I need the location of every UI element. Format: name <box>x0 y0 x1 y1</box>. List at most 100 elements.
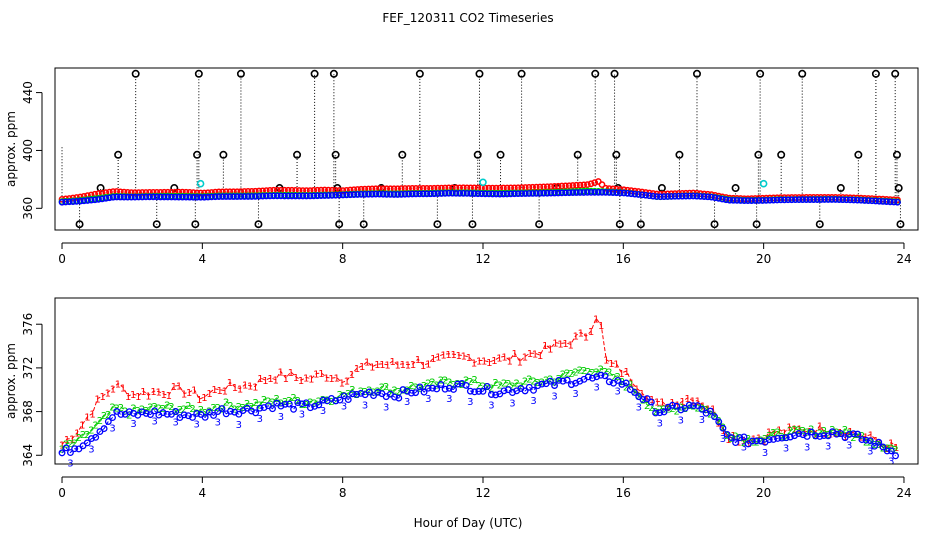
bottom-series-3-point <box>340 392 348 400</box>
top-series-3-point <box>573 189 580 196</box>
top-series-3-point <box>146 193 153 201</box>
top-series-3-point <box>781 196 788 204</box>
bottom-series-3-point <box>782 434 790 442</box>
top-series-3-point <box>160 193 168 201</box>
top-series-3-point <box>401 190 409 198</box>
bottom-series-1-point: 1 <box>272 376 278 387</box>
bottom-series-1-point: 1 <box>771 429 777 440</box>
bottom-series-2-point: 2 <box>185 401 191 412</box>
bottom-series-3-label: 3 <box>762 448 768 459</box>
bottom-series-1-point: 1 <box>79 420 85 431</box>
bottom-series-3-point <box>407 389 415 397</box>
top-series-3-point <box>219 193 226 200</box>
top-y-tick-label: 440 <box>21 81 35 104</box>
bottom-series-2-point: 2 <box>358 386 364 397</box>
bottom-series-2-point: 2 <box>682 404 688 415</box>
bottom-series-3-point <box>66 449 74 456</box>
bottom-series-3-point <box>201 413 209 421</box>
bottom-series-1-point: 1 <box>746 439 752 450</box>
bottom-series-3-point <box>770 435 777 443</box>
bottom-series-1-point: 1 <box>354 364 360 375</box>
bottom-series-2-point: 2 <box>76 433 82 444</box>
bottom-series-3-point <box>841 434 849 442</box>
bottom-series-3-point <box>290 405 298 413</box>
bottom-series-3-point <box>833 430 841 438</box>
outlier-point <box>896 220 905 229</box>
top-series-3-point <box>120 193 128 201</box>
bottom-series-3-point <box>475 387 483 395</box>
bottom-series-2-point: 2 <box>669 404 675 415</box>
bottom-series-3-point <box>681 404 689 412</box>
bottom-series-3-label: 3 <box>678 416 684 427</box>
bottom-series-3-label: 3 <box>130 419 136 430</box>
top-series-3-point <box>755 197 763 204</box>
bottom-series-1-point: 1 <box>110 384 116 395</box>
bottom-series-2-point: 2 <box>80 430 86 441</box>
bottom-series-2-point: 2 <box>181 405 187 416</box>
bottom-series-2-point: 2 <box>833 428 839 439</box>
bottom-series-1-point: 1 <box>100 392 106 403</box>
bottom-series-3-point <box>416 383 424 391</box>
outlier-point <box>591 69 600 78</box>
bottom-series-3-label: 3 <box>172 417 178 428</box>
bottom-series-3-point <box>530 386 537 394</box>
top-series-3-point <box>784 196 792 204</box>
bottom-series-3-point <box>172 408 180 415</box>
top-series-1-point <box>562 182 569 190</box>
outlier-point <box>610 69 619 78</box>
bottom-y-tick-label: 368 <box>21 400 35 423</box>
top-series-3-point <box>244 193 252 200</box>
outlier-point <box>754 150 763 159</box>
top-series-3-point <box>76 197 84 205</box>
bottom-series-1-point: 1 <box>247 382 253 393</box>
bottom-series-2-point: 2 <box>109 403 115 414</box>
bottom-series-2-point: 2 <box>488 383 494 394</box>
top-series-3-point <box>810 196 817 203</box>
outlier-point <box>475 69 484 78</box>
top-series-1-point <box>587 180 595 188</box>
top-series-3-point <box>605 189 613 196</box>
top-series-3-point <box>478 190 485 198</box>
top-series-1-point <box>584 181 591 188</box>
bottom-series-3-point <box>315 401 323 409</box>
outlier-point <box>331 150 340 159</box>
top-series-3-point <box>467 190 474 197</box>
top-series-3-point <box>412 190 420 198</box>
bottom-series-1-point: 1 <box>395 361 401 372</box>
bottom-series-3-label: 3 <box>425 394 431 405</box>
top-series-3-point <box>204 193 212 201</box>
bottom-series-3-point <box>125 408 133 416</box>
top-series-3-point <box>675 192 682 200</box>
bottom-series-1-point: 1 <box>217 386 223 397</box>
bottom-series-1-point: 1 <box>608 359 614 370</box>
top-series-3-point <box>303 192 310 200</box>
bottom-series-2-point: 2 <box>210 403 216 414</box>
bottom-series-2-point: 2 <box>362 387 368 398</box>
bottom-series-2-point: 2 <box>745 434 751 445</box>
bottom-series-1-point: 1 <box>374 360 380 371</box>
bottom-series-3-point <box>306 404 314 412</box>
bottom-series-2-point: 2 <box>122 407 128 418</box>
top-series-3-point <box>529 190 537 197</box>
bottom-series-2-point: 2 <box>678 403 684 414</box>
top-x-axis: 0 4 8 12 16 20 24 <box>58 242 912 266</box>
bottom-series-2-point: 2 <box>732 432 738 443</box>
top-series-3-point <box>230 193 237 200</box>
top-plot-frame <box>54 67 919 231</box>
bottom-series-3-point <box>614 377 622 384</box>
bottom-series-3-point <box>357 389 365 397</box>
top-series-3-point <box>306 192 314 200</box>
bottom-series-3-point <box>424 384 432 392</box>
top-series-3-point <box>507 190 515 198</box>
bottom-series-3-point <box>866 437 874 445</box>
bottom-series-1-point: 1 <box>120 383 126 394</box>
top-series-3-point <box>427 190 434 198</box>
bottom-series-3-point <box>226 407 234 415</box>
bottom-series-3-label: 3 <box>383 402 389 413</box>
bottom-series-2-point: 2 <box>332 396 338 407</box>
bottom-series-3-point <box>652 409 660 417</box>
bottom-series-1-point: 1 <box>262 376 268 387</box>
bottom-series-2-point: 2 <box>556 374 562 385</box>
top-series-3-point <box>182 193 190 201</box>
outlier-point <box>612 150 621 159</box>
